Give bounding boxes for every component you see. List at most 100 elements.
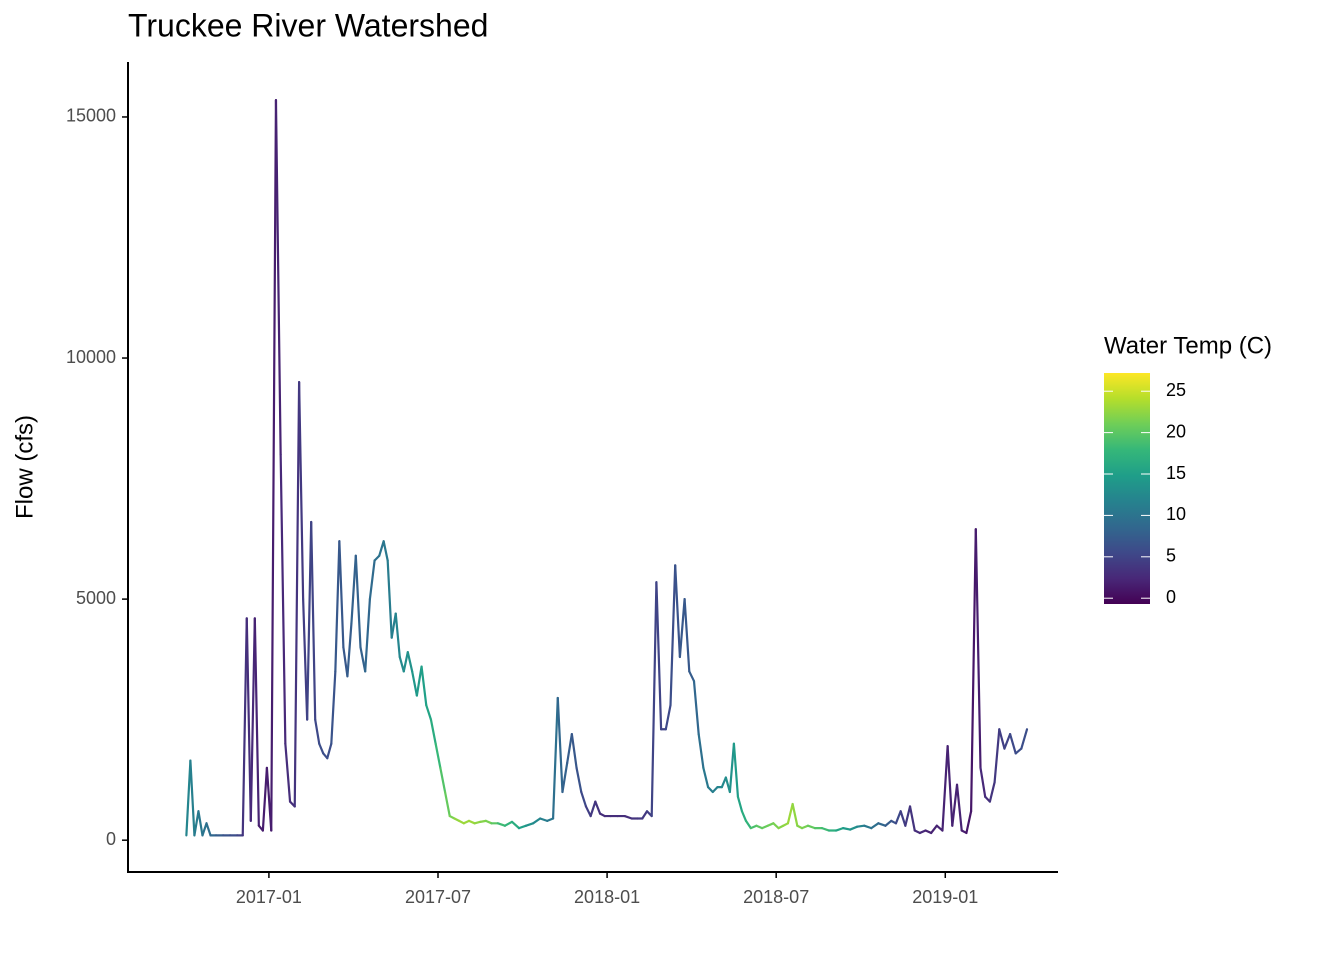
flow-segment: [791, 802, 799, 827]
flow-segment: [594, 800, 602, 815]
flow-segment: [589, 800, 597, 818]
x-tick-label: 2017-01: [236, 887, 302, 907]
colorbar-tick-label: 25: [1166, 380, 1186, 400]
flow-segment: [806, 824, 817, 830]
flow-segment: [946, 745, 954, 827]
flow-segment: [655, 581, 663, 731]
flow-segment: [496, 822, 507, 827]
flow-segment: [443, 790, 451, 818]
flow-segment: [849, 825, 859, 831]
x-tick-label: 2017-07: [405, 887, 471, 907]
flow-segment: [834, 827, 845, 832]
flow-segment: [524, 822, 535, 827]
flow-segment: [1014, 747, 1023, 755]
flow-segment: [368, 559, 376, 601]
flow-segment: [740, 810, 748, 822]
colorbar-tick-label: 20: [1166, 421, 1186, 441]
flow-segment: [185, 759, 192, 837]
flow-segment: [510, 820, 521, 830]
flow-segment: [284, 742, 292, 803]
flow-segment: [338, 540, 345, 649]
chart-title: Truckee River Watershed: [128, 7, 488, 43]
flow-segment: [314, 718, 321, 745]
flow-segment: [503, 820, 514, 827]
flow-segment: [406, 651, 414, 673]
flow-segment: [820, 827, 831, 832]
flow-segment: [786, 802, 794, 825]
flow-segment: [274, 98, 282, 456]
flow-segment: [411, 670, 418, 697]
flow-segment: [702, 766, 710, 789]
flow-segment: [253, 617, 260, 827]
flow-segment: [382, 540, 389, 562]
colorbar-tick-label: 15: [1166, 463, 1186, 483]
colorbar-tick-label: 5: [1166, 546, 1176, 566]
flow-segment: [955, 783, 963, 832]
flow-segment: [539, 817, 549, 822]
flow-segment: [402, 651, 409, 673]
y-tick-label: 15000: [66, 106, 116, 126]
x-tick-label: 2018-01: [574, 887, 640, 907]
flow-segment: [205, 822, 212, 837]
flow-segment: [908, 805, 916, 832]
flow-segment: [580, 790, 588, 808]
flow-segment: [556, 696, 564, 794]
flow-segment: [641, 810, 649, 820]
flow-segment: [856, 824, 866, 828]
flow-segment: [373, 554, 381, 562]
flow-segment: [378, 540, 385, 557]
flow-segment: [979, 766, 987, 798]
flow-segment: [197, 810, 204, 837]
flow-segment: [683, 598, 691, 673]
flow-segment: [575, 766, 583, 794]
colorbar-tick-label: 0: [1166, 587, 1176, 607]
flow-segment: [439, 766, 447, 794]
flow-segment: [561, 761, 569, 794]
flow-segment: [517, 824, 528, 830]
flow-segment: [744, 819, 752, 830]
flow-segment: [420, 665, 428, 707]
flow-segment: [688, 670, 696, 683]
flow-segment: [270, 98, 278, 832]
flow-segment: [674, 564, 681, 659]
y-tick-label: 5000: [76, 588, 116, 608]
flow-segment: [884, 819, 893, 827]
flow-segment: [664, 704, 672, 731]
flow-segment: [394, 612, 401, 659]
flow-segment: [706, 786, 714, 794]
flow-segment: [566, 733, 573, 765]
flow-segment: [551, 696, 559, 820]
flow-segment: [974, 528, 982, 769]
flow-segment: [434, 742, 442, 769]
flow-segment: [877, 822, 887, 827]
flow-segment: [711, 786, 719, 794]
flow-segment: [318, 742, 325, 755]
flow-segment: [736, 795, 744, 813]
y-tick-label: 10000: [66, 347, 116, 367]
flow-segment: [310, 520, 317, 721]
y-axis-label: Flow (cfs): [11, 415, 38, 519]
flow-segment: [842, 827, 852, 831]
flow-segment: [732, 742, 740, 798]
flow-segment: [930, 824, 938, 835]
flow-segment: [870, 822, 880, 830]
flow-segment: [951, 783, 959, 827]
flow-segment: [863, 824, 873, 830]
flow-segment: [697, 733, 705, 769]
flow-segment: [894, 810, 902, 825]
flow-segment: [330, 670, 337, 745]
flow-segment: [669, 564, 677, 707]
flow-segment: [415, 665, 423, 697]
flow-segment: [189, 759, 196, 837]
flow-segment: [354, 554, 362, 649]
flow-segment: [346, 622, 353, 678]
flow-segment: [279, 453, 287, 745]
x-tick-label: 2018-07: [743, 887, 809, 907]
y-tick-label: 0: [106, 829, 116, 849]
flow-segment: [245, 617, 252, 822]
flow-segment: [201, 822, 208, 837]
flow-segment: [941, 745, 949, 832]
flow-segment: [650, 581, 658, 818]
flow-segment: [965, 810, 973, 835]
